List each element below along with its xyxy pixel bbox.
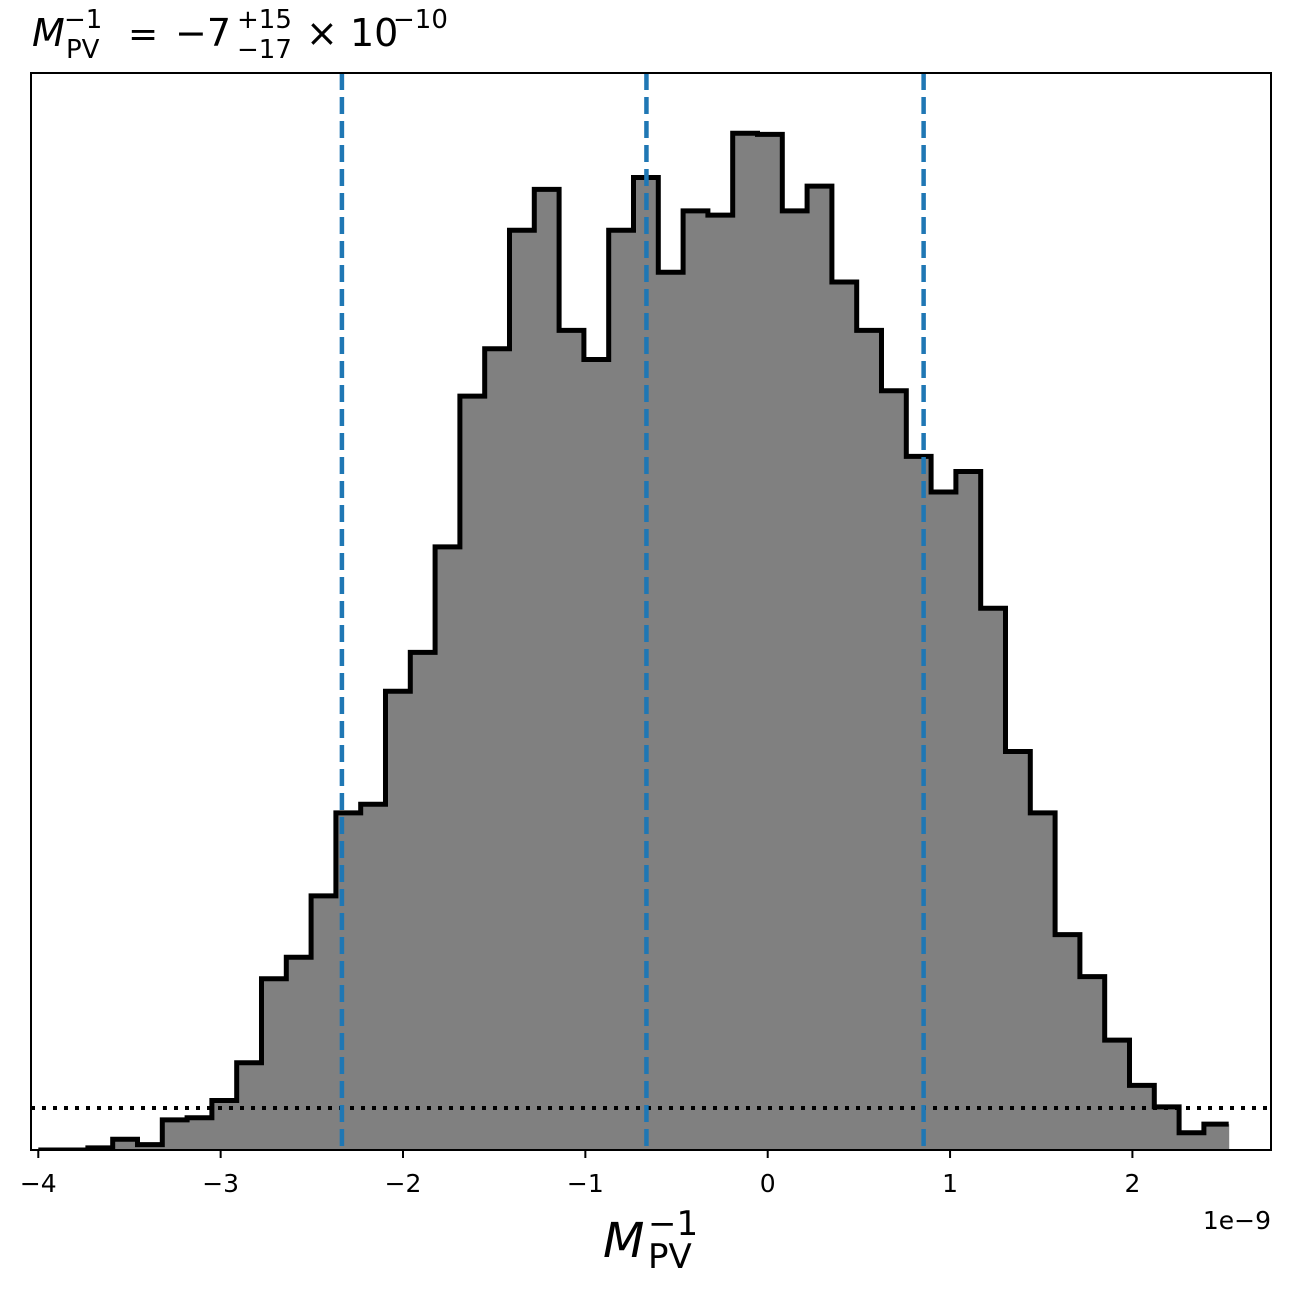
plot-area bbox=[31, 73, 1271, 1150]
histogram-bar bbox=[881, 390, 907, 1150]
x-tick-label: −1 bbox=[567, 1169, 604, 1198]
histogram-bar bbox=[112, 1139, 138, 1150]
title-lower-error: −17 bbox=[237, 35, 292, 65]
histogram-bar bbox=[1104, 1040, 1130, 1150]
histogram-bar bbox=[459, 396, 486, 1150]
histogram-bar bbox=[955, 471, 982, 1150]
chart-title: M −1 PV = −7 +15 −17 × 10 −10 bbox=[32, 5, 448, 65]
histogram-bar bbox=[782, 210, 808, 1150]
histogram-bar bbox=[211, 1100, 238, 1150]
title-superscript: −1 bbox=[64, 5, 102, 35]
histogram-bar bbox=[683, 210, 709, 1150]
histogram-bar bbox=[732, 133, 758, 1150]
histogram-bar bbox=[261, 978, 287, 1150]
histogram-bar bbox=[137, 1144, 163, 1150]
x-offset-text: 1e−9 bbox=[1203, 1206, 1271, 1235]
histogram-bar bbox=[1079, 976, 1106, 1150]
x-tick-label: 2 bbox=[1124, 1169, 1140, 1198]
x-tick-label: 1 bbox=[942, 1169, 958, 1198]
histogram-bar bbox=[286, 957, 312, 1150]
x-tick-label: −2 bbox=[385, 1169, 422, 1198]
title-subscript: PV bbox=[66, 35, 100, 65]
histogram-bar bbox=[707, 215, 734, 1150]
title-times: × bbox=[306, 11, 338, 55]
histogram-bar bbox=[559, 330, 585, 1150]
histogram-bar bbox=[807, 186, 833, 1150]
histogram-bar bbox=[1203, 1124, 1230, 1150]
x-tick-label: 0 bbox=[760, 1169, 776, 1198]
histogram-bar bbox=[509, 230, 535, 1150]
x-tick-label: −4 bbox=[20, 1169, 57, 1198]
histogram-outline bbox=[38, 130, 1229, 1150]
histogram-bar bbox=[1005, 751, 1031, 1150]
histogram-bar bbox=[1154, 1106, 1180, 1150]
histogram-bar bbox=[162, 1119, 188, 1150]
histogram-bar bbox=[410, 652, 436, 1150]
histogram-bar bbox=[534, 189, 560, 1150]
title-symbol: M bbox=[32, 11, 65, 55]
histogram-bar bbox=[757, 134, 783, 1150]
histogram-bar bbox=[831, 281, 858, 1150]
histogram-bar bbox=[1129, 1085, 1155, 1150]
axes-frame bbox=[30, 72, 1272, 1151]
histogram-bar bbox=[187, 1117, 213, 1150]
histogram-bar bbox=[906, 456, 932, 1150]
histogram-bar bbox=[385, 691, 411, 1150]
histogram-bar bbox=[980, 608, 1006, 1150]
title-equals: = bbox=[128, 14, 158, 55]
xlabel-subscript: PV bbox=[648, 1237, 692, 1277]
histogram-bar bbox=[931, 491, 957, 1150]
histogram-bar bbox=[335, 812, 362, 1150]
title-exponent: −10 bbox=[393, 5, 448, 35]
histogram-bar bbox=[360, 804, 386, 1150]
title-base: 10 bbox=[350, 11, 398, 55]
histogram-bar bbox=[608, 230, 634, 1150]
histogram-bar bbox=[1179, 1132, 1205, 1150]
xlabel-superscript: −1 bbox=[648, 1204, 698, 1244]
x-tick-label: −3 bbox=[202, 1169, 239, 1198]
histogram-bar bbox=[856, 330, 882, 1150]
histogram-bar bbox=[1030, 812, 1056, 1150]
histogram-bar bbox=[1055, 934, 1081, 1150]
xlabel-symbol: M bbox=[603, 1213, 644, 1269]
histogram-bar bbox=[583, 359, 610, 1150]
title-upper-error: +15 bbox=[237, 5, 292, 35]
x-axis-ticks: −4 −3 −2 −1 0 1 2 bbox=[20, 1150, 1140, 1198]
x-axis-label: M −1 PV bbox=[603, 1204, 698, 1277]
histogram-bar bbox=[658, 272, 684, 1150]
histogram-bar bbox=[435, 546, 461, 1150]
histogram-bar bbox=[311, 895, 337, 1150]
title-value: −7 bbox=[175, 11, 231, 55]
histogram-bar bbox=[484, 348, 510, 1150]
